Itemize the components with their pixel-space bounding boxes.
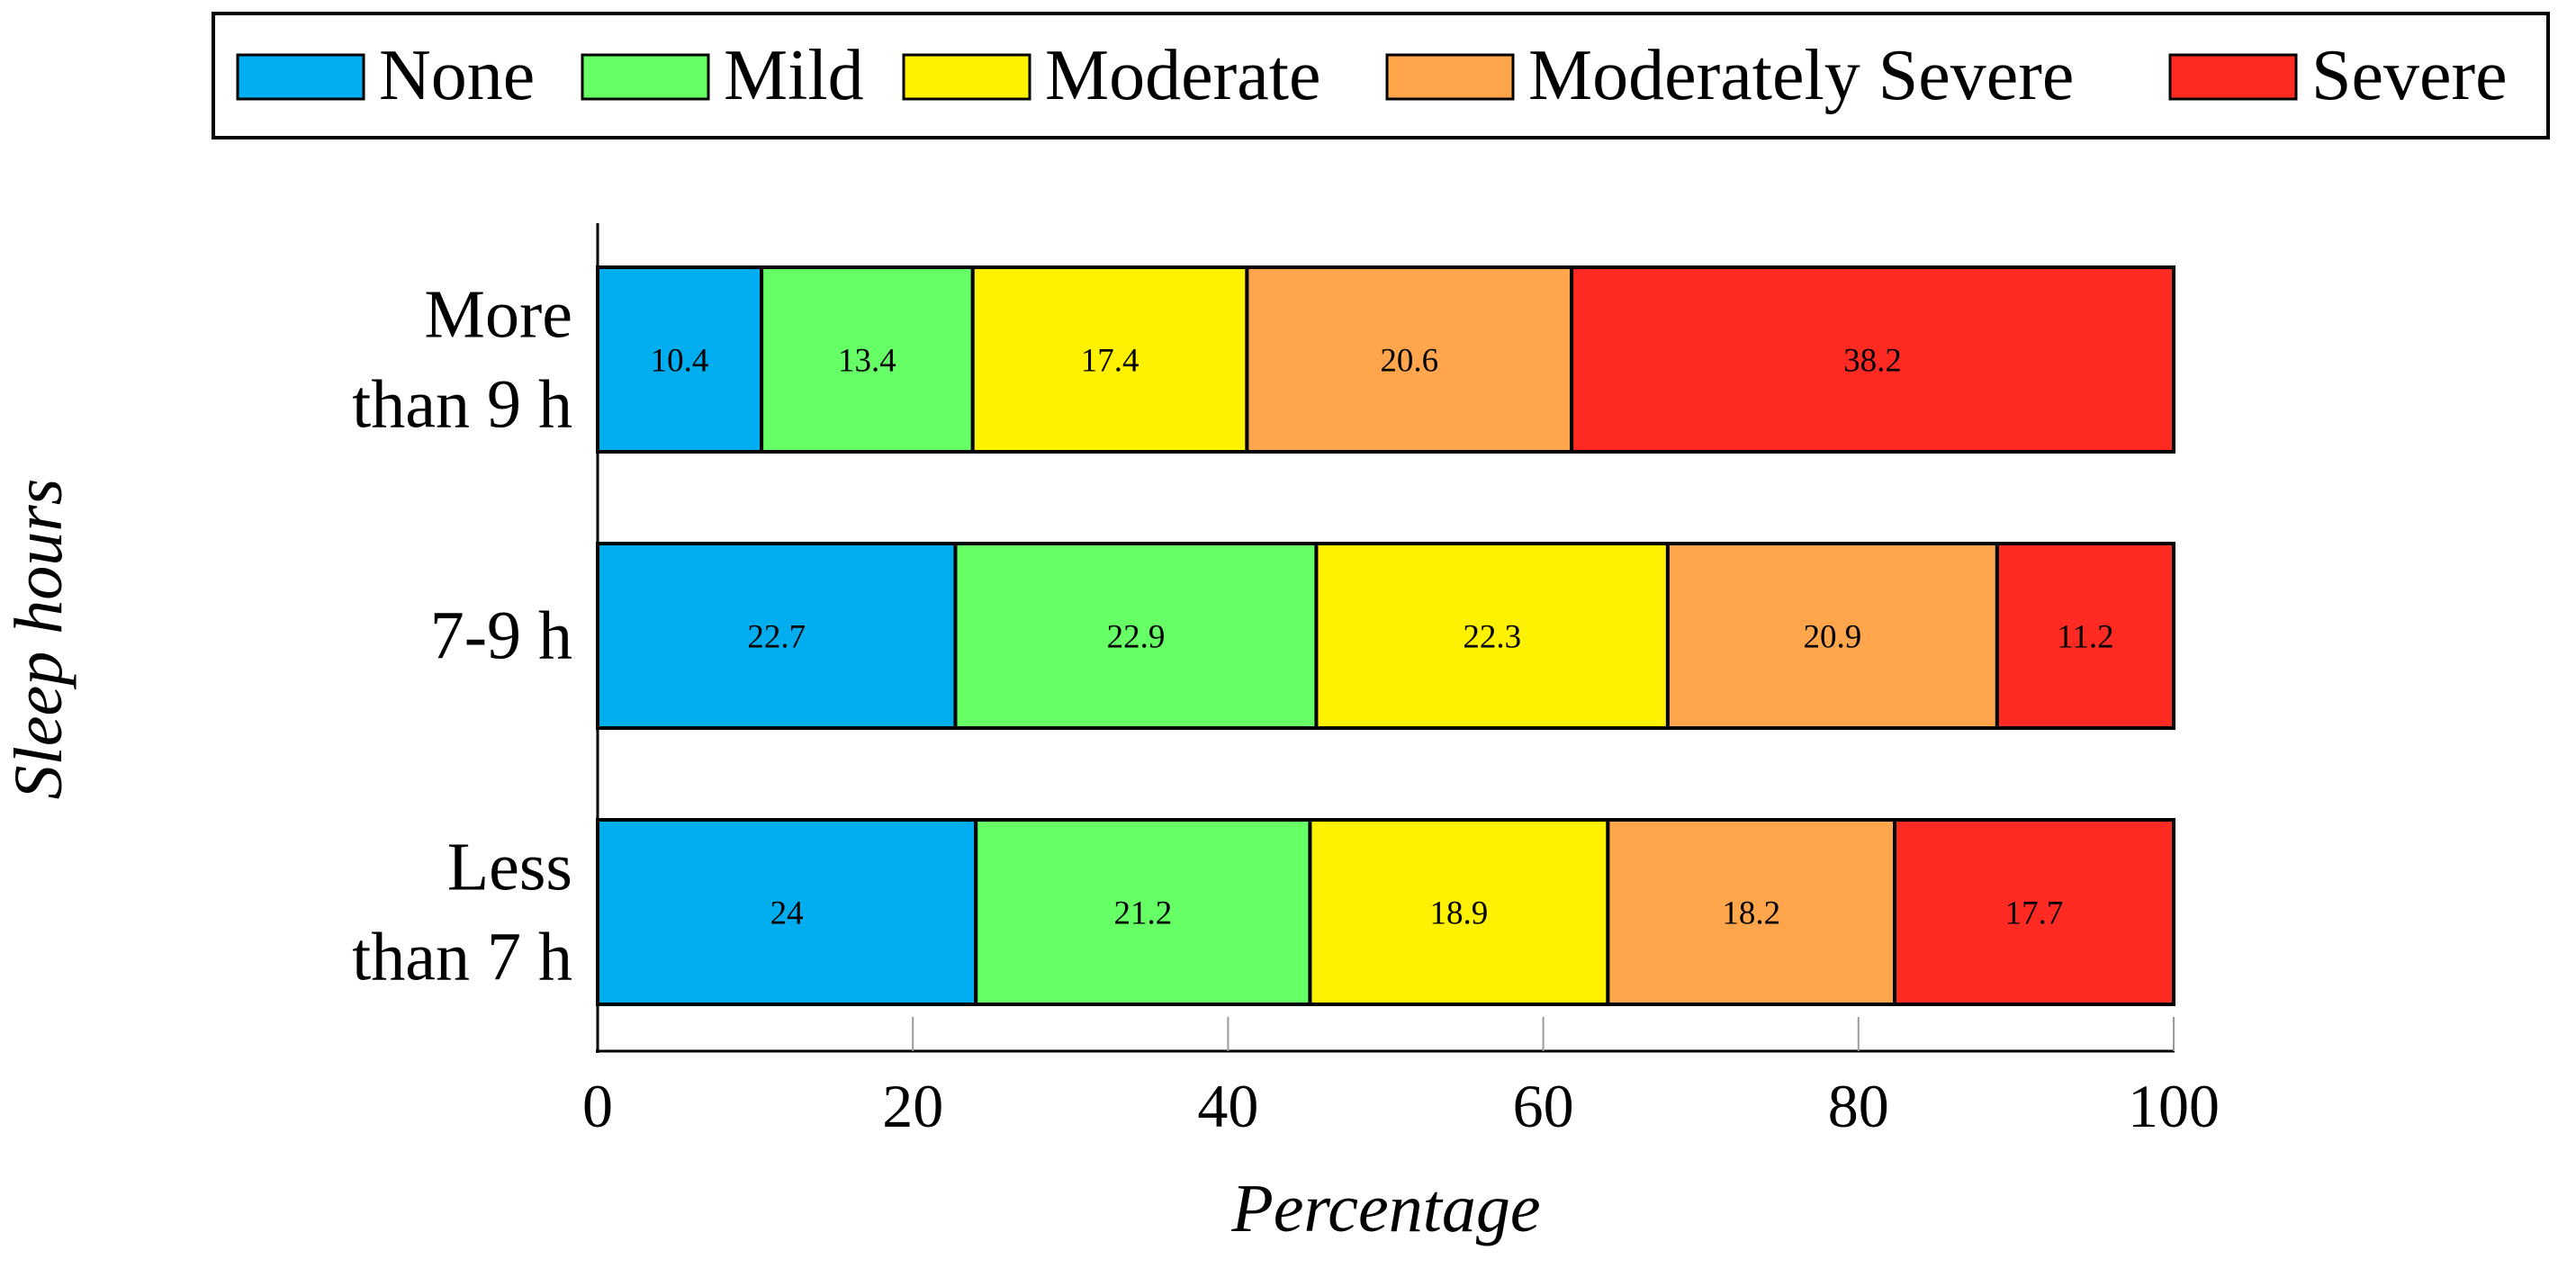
legend-label: Severe <box>2311 36 2508 115</box>
data-label: 22.9 <box>1107 619 1166 656</box>
bar-segment <box>596 265 764 454</box>
data-label: 24 <box>770 895 804 932</box>
bar-segment <box>1308 818 1610 1006</box>
x-tick-label: 0 <box>582 1072 613 1140</box>
x-tick-label: 60 <box>1513 1072 1574 1140</box>
legend-item: Moderate <box>902 36 1321 115</box>
bar-segment <box>1570 265 2176 454</box>
x-tick-label: 100 <box>2128 1072 2220 1140</box>
legend-swatch <box>902 53 1031 101</box>
data-label: 18.2 <box>1722 895 1780 932</box>
legend: None Mild Moderate Moderately Severe Severe <box>212 12 2550 139</box>
x-tick-label: 40 <box>1197 1072 1258 1140</box>
data-label: 17.7 <box>2005 895 2064 932</box>
bar-segment <box>1606 818 1897 1006</box>
data-label: 13.4 <box>838 343 896 380</box>
bar-segment <box>1665 542 1999 730</box>
data-label: 22.3 <box>1463 619 1521 656</box>
x-tick-label: 80 <box>1828 1072 1889 1140</box>
data-label: 22.7 <box>747 619 806 656</box>
y-axis-label: Sleep hours <box>1 479 77 800</box>
data-label: 18.9 <box>1430 895 1489 932</box>
legend-label: Moderately Severe <box>1528 36 2074 115</box>
y-tick-label: than 9 h <box>352 367 572 443</box>
bar-segment <box>1314 542 1670 730</box>
data-label: 38.2 <box>1843 343 1902 380</box>
legend-swatch <box>1385 53 1515 101</box>
data-label: 17.4 <box>1081 343 1139 380</box>
data-label: 21.2 <box>1113 895 1172 932</box>
y-tick-label: than 7 h <box>352 920 572 995</box>
data-label: 10.4 <box>651 343 709 380</box>
legend-item: Moderately Severe <box>1385 36 2074 115</box>
bars: 10.4 13.4 17.4 20.6 38.2 22.7 22.9 22.3 20.9 11.2… <box>596 265 2176 1006</box>
bar-segment <box>596 542 958 730</box>
legend-item: None <box>236 36 535 115</box>
bar-segment <box>1893 818 2175 1006</box>
y-tick-label: More <box>424 277 572 353</box>
legend-swatch <box>581 53 710 101</box>
bar-segment <box>1995 542 2175 730</box>
y-tick-label: 7-9 h <box>430 598 572 674</box>
legend-item: Mild <box>581 36 864 115</box>
bar-segment <box>760 265 975 454</box>
legend-label: Moderate <box>1045 36 1321 115</box>
legend-label: Mild <box>724 36 864 115</box>
data-label: 20.6 <box>1380 343 1438 380</box>
data-label: 20.9 <box>1804 619 1862 656</box>
x-ticks: 0 20 40 60 80 100 <box>582 1017 2220 1140</box>
legend-label: None <box>379 36 535 115</box>
legend-item: Severe <box>2168 36 2508 115</box>
bar-segment <box>970 265 1249 454</box>
bar-segment <box>974 818 1312 1006</box>
axes <box>596 223 2175 1053</box>
y-tick-label: Less <box>447 830 572 905</box>
legend-swatch <box>2168 53 2298 101</box>
x-tick-label: 20 <box>882 1072 943 1140</box>
legend-swatch <box>236 53 365 101</box>
bar-segment <box>1245 265 1574 454</box>
bar-segment <box>953 542 1319 730</box>
data-label: 11.2 <box>2057 619 2113 656</box>
x-axis-label: Percentage <box>1230 1171 1540 1246</box>
y-tick-labels: More than 9 h 7-9 h Less than 7 h <box>352 277 572 995</box>
